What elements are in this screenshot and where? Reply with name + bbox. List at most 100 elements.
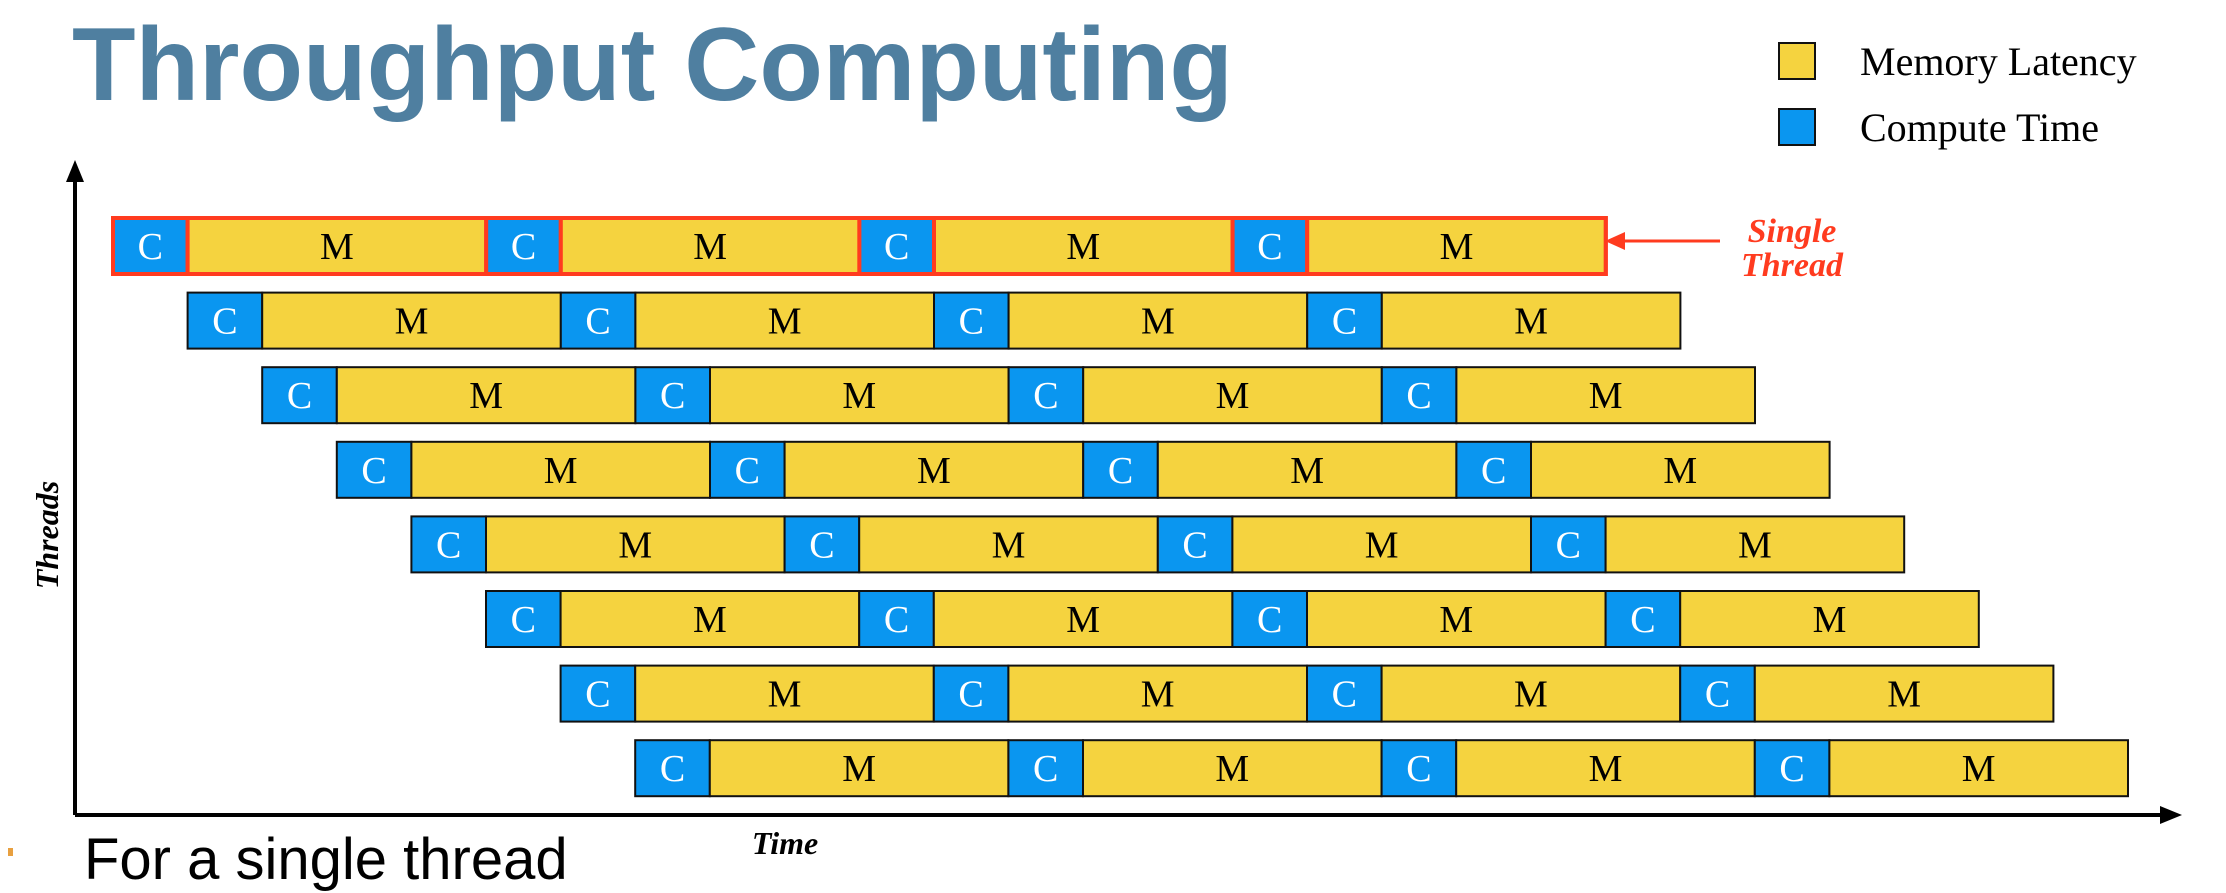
compute-segment-label: C xyxy=(511,599,536,641)
memory-segment xyxy=(1679,590,1980,648)
memory-segment xyxy=(709,366,1010,425)
compute-segment-label: C xyxy=(138,226,163,268)
compute-segment-label: C xyxy=(212,301,237,343)
memory-segment xyxy=(634,664,935,723)
memory-segment-label: M xyxy=(842,375,876,417)
memory-segment xyxy=(783,440,1085,499)
memory-segment xyxy=(1007,291,1309,350)
memory-segment-label: M xyxy=(1365,524,1399,566)
compute-segment xyxy=(1380,739,1458,798)
memory-segment-label: M xyxy=(1589,748,1623,790)
memory-segment xyxy=(1530,440,1831,499)
memory-segment-label: M xyxy=(1141,674,1175,716)
memory-segment-label: M xyxy=(992,524,1026,566)
memory-segment xyxy=(1604,515,1906,574)
memory-swatch-icon xyxy=(1778,42,1816,80)
compute-segment xyxy=(1306,291,1383,350)
compute-segment xyxy=(186,291,264,350)
memory-segment-label: M xyxy=(1439,599,1473,641)
compute-segment-label: C xyxy=(660,748,685,790)
compute-segment xyxy=(1007,739,1085,798)
compute-segment xyxy=(1530,515,1607,574)
compute-segment-label: C xyxy=(1705,674,1730,716)
compute-segment xyxy=(1007,366,1085,425)
compute-segment-label: C xyxy=(1481,450,1506,492)
compute-segment-label: C xyxy=(1332,301,1357,343)
bullet-icon xyxy=(8,848,13,856)
compute-segment xyxy=(933,291,1010,350)
memory-segment-label: M xyxy=(320,226,354,268)
compute-segment xyxy=(485,590,562,648)
memory-segment xyxy=(1306,590,1607,648)
memory-segment-label: M xyxy=(544,450,578,492)
memory-segment-label: M xyxy=(842,748,876,790)
memory-segment-label: M xyxy=(1216,375,1250,417)
memory-segment xyxy=(1380,664,1682,723)
compute-segment xyxy=(783,515,861,574)
memory-segment xyxy=(1082,366,1383,425)
compute-segment-label: C xyxy=(660,375,685,417)
memory-segment-label: M xyxy=(1663,450,1697,492)
compute-segment-label: C xyxy=(585,301,610,343)
memory-segment-label: M xyxy=(1066,599,1100,641)
memory-segment-label: M xyxy=(1066,226,1100,268)
legend-label-compute: Compute Time xyxy=(1860,105,2099,150)
memory-segment xyxy=(708,739,1010,798)
single-thread-arrow-icon xyxy=(1605,232,1625,250)
memory-segment xyxy=(261,291,562,350)
memory-segment xyxy=(858,515,1159,574)
compute-segment-label: C xyxy=(1556,524,1581,566)
memory-segment-label: M xyxy=(693,599,727,641)
memory-segment xyxy=(1082,739,1383,798)
memory-segment xyxy=(634,291,936,350)
compute-segment-label: C xyxy=(1108,450,1133,492)
memory-segment-label: M xyxy=(469,375,503,417)
memory-segment-label: M xyxy=(768,301,802,343)
compute-segment-label: C xyxy=(287,375,312,417)
memory-segment-label: M xyxy=(768,674,802,716)
thread-timeline-diagram: Threads Time C M C M C M C MC M C M C M C MC M C M C M C MC M C… xyxy=(29,160,2182,861)
single-thread-highlight xyxy=(111,216,1608,276)
compute-segment-label: C xyxy=(1779,748,1804,790)
memory-segment-label: M xyxy=(1962,748,1996,790)
compute-segment-label: C xyxy=(1033,748,1058,790)
compute-segment xyxy=(1380,366,1458,425)
compute-swatch-icon xyxy=(1778,108,1816,146)
memory-segment-label: M xyxy=(1813,599,1847,641)
memory-segment-label: M xyxy=(618,524,652,566)
compute-segment xyxy=(932,664,1010,723)
threads-group: C M C M C M C M C M C M C M C M C M C M C M C M C M C M C M C M C M C M C M C M… xyxy=(111,216,2130,798)
memory-segment-label: M xyxy=(1887,674,1921,716)
compute-segment-label: C xyxy=(958,674,983,716)
memory-segment xyxy=(559,590,861,648)
y-axis-label: Threads xyxy=(29,481,65,589)
compute-segment xyxy=(261,366,338,425)
memory-segment-label: M xyxy=(1514,674,1548,716)
memory-segment xyxy=(1828,739,2130,798)
memory-segment-label: M xyxy=(1290,450,1324,492)
compute-segment-label: C xyxy=(511,226,536,268)
memory-segment xyxy=(1007,664,1309,723)
memory-segment xyxy=(1455,366,1757,425)
single-thread-label-line2: Thread xyxy=(1741,247,1844,284)
memory-segment-label: M xyxy=(1141,301,1175,343)
memory-segment-label: M xyxy=(693,226,727,268)
compute-segment xyxy=(634,366,712,425)
x-axis-label: Time xyxy=(752,825,818,861)
compute-segment xyxy=(1231,590,1309,648)
memory-segment xyxy=(1231,515,1533,574)
compute-segment-label: C xyxy=(884,599,909,641)
memory-segment-label: M xyxy=(1215,748,1249,790)
compute-segment-label: C xyxy=(1257,226,1282,268)
memory-segment xyxy=(1380,291,1682,350)
compute-segment-label: C xyxy=(1182,524,1207,566)
memory-segment-label: M xyxy=(395,301,429,343)
x-axis-arrow-icon xyxy=(2160,806,2182,824)
compute-segment-label: C xyxy=(361,450,386,492)
compute-segment xyxy=(335,440,413,499)
compute-segment-label: C xyxy=(1630,599,1655,641)
